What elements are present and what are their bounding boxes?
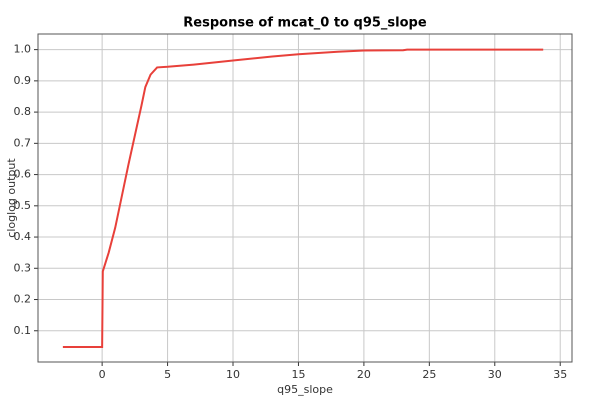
x-tick-label: 10 [226, 368, 240, 381]
y-tick-label: 0.4 [14, 230, 32, 243]
y-tick-label: 0.9 [14, 74, 32, 87]
x-tick-label: 25 [422, 368, 436, 381]
y-tick-label: 0.7 [14, 136, 32, 149]
x-tick-label: 30 [488, 368, 502, 381]
y-tick-label: 1.0 [14, 43, 32, 56]
x-tick-label: 35 [553, 368, 567, 381]
x-tick-label: 20 [357, 368, 371, 381]
y-tick-label: 0.2 [14, 293, 32, 306]
y-tick-label: 0.8 [14, 105, 32, 118]
y-tick-label: 0.1 [14, 324, 32, 337]
plot-frame [37, 33, 573, 363]
chart-title: Response of mcat_0 to q95_slope [183, 16, 427, 31]
x-tick-label: 0 [99, 368, 106, 381]
y-tick-label: 0.6 [14, 168, 32, 181]
y-tick-label: 0.3 [14, 261, 32, 274]
y-axis-label: cloglog output [5, 158, 18, 238]
x-tick-label: 5 [164, 368, 171, 381]
x-axis-label: q95_slope [277, 383, 333, 396]
x-tick-label: 15 [291, 368, 305, 381]
line [62, 48, 544, 349]
y-tick-label: 0.5 [14, 199, 32, 212]
